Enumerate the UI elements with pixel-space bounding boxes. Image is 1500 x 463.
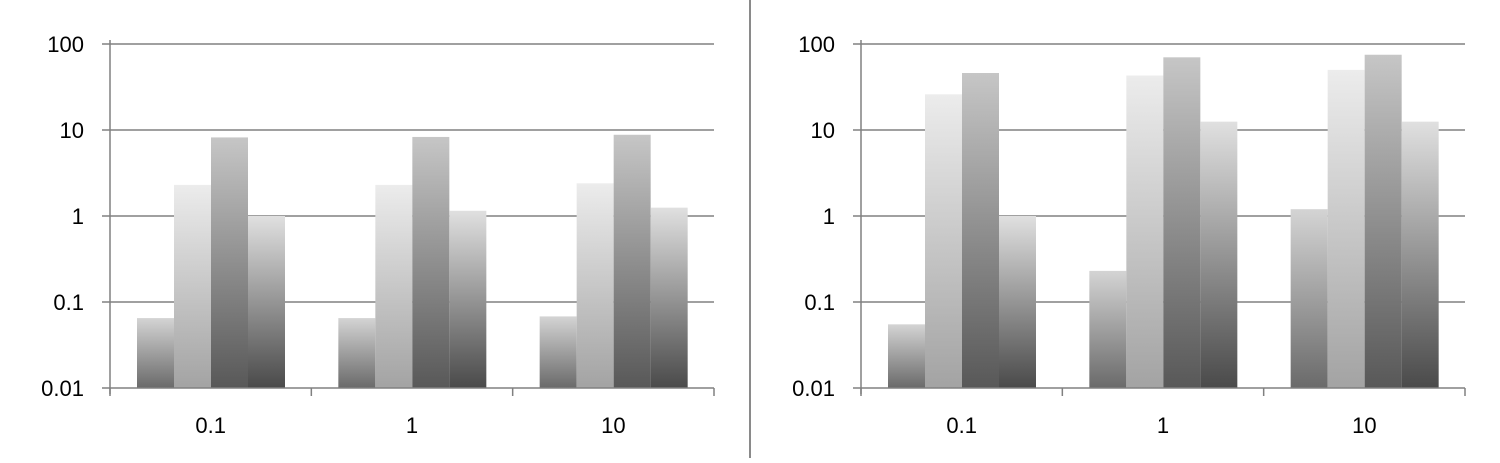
bar-series-1-cat-1 (1089, 270, 1127, 388)
y-tick-label: 100 (47, 32, 84, 57)
bar-series-3-cat-0.1 (211, 137, 248, 388)
bar-series-1-cat-1 (338, 318, 376, 388)
y-tick-label: 0.01 (41, 376, 84, 401)
bar-series-4-cat-10 (650, 207, 688, 388)
y-tick-label: 0.1 (804, 290, 835, 315)
y-tick-label: 100 (798, 32, 835, 57)
bar-series-2-cat-0.1 (925, 94, 962, 389)
bar-series-3-cat-1 (1163, 57, 1201, 389)
bar-chart-left: 0.01 0.1 1 10 100 0.1 1 10 (41, 32, 715, 438)
bar-series-3-cat-10 (613, 134, 651, 388)
bar-series-4-cat-10 (1401, 121, 1439, 388)
bar-series-2-cat-0.1 (174, 184, 211, 388)
y-tick-label: 1 (823, 204, 835, 229)
panel-divider (749, 0, 751, 458)
bar-series-3-cat-10 (1364, 54, 1402, 389)
bar-series-4-cat-1 (449, 210, 487, 388)
x-tick-label: 10 (601, 413, 625, 438)
chart-panel-left: 0.01 0.1 1 10 100 0.1 1 10 (0, 0, 749, 458)
y-tick-label: 0.1 (53, 290, 84, 315)
bar-series-2-cat-10 (576, 183, 614, 388)
bar-series-1-cat-10 (539, 316, 577, 388)
bar-chart-right: 0.01 0.1 1 10 100 0.1 1 10 (792, 32, 1466, 438)
bar-series-1-cat-0.1 (137, 318, 174, 388)
bar-series-2-cat-10 (1327, 69, 1365, 388)
x-tick-label: 0.1 (946, 413, 977, 438)
x-tick-label: 1 (1157, 413, 1169, 438)
bar-series-3-cat-1 (412, 136, 450, 388)
y-tick-label: 10 (811, 118, 835, 143)
bar-series-2-cat-1 (1126, 75, 1164, 388)
x-tick-label: 0.1 (195, 413, 226, 438)
y-tick-label: 1 (72, 204, 84, 229)
chart-panel-right: 0.01 0.1 1 10 100 0.1 1 10 (751, 0, 1500, 458)
y-tick-label: 10 (60, 118, 84, 143)
bar-series-2-cat-1 (375, 184, 413, 388)
y-tick-label: 0.01 (792, 376, 835, 401)
bar-series-4-cat-0.1 (999, 216, 1036, 388)
bar-series-4-cat-1 (1200, 121, 1238, 388)
x-tick-label: 1 (406, 413, 418, 438)
bar-series-3-cat-0.1 (962, 73, 999, 389)
x-tick-label: 10 (1352, 413, 1376, 438)
bar-series-1-cat-10 (1290, 209, 1328, 388)
bar-series-1-cat-0.1 (888, 324, 925, 388)
bar-series-4-cat-0.1 (248, 216, 285, 388)
